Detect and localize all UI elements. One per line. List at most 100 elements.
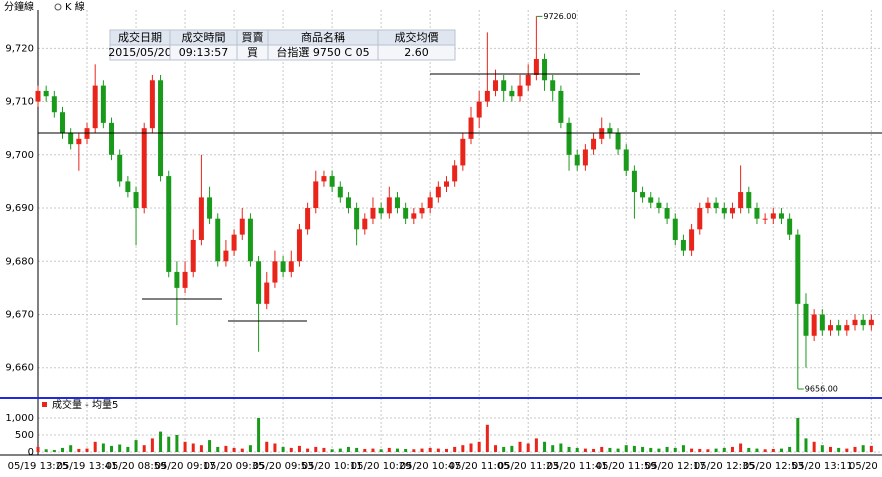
volume-bar	[428, 447, 432, 452]
volume-legend: 成交量 - 均量5	[52, 398, 118, 411]
volume-bar	[804, 438, 808, 452]
volume-bar	[346, 446, 350, 452]
candle-body	[321, 176, 327, 182]
volume-bar	[502, 446, 506, 452]
candle-body	[272, 261, 278, 283]
volume-bar	[232, 447, 236, 452]
candle-body	[149, 80, 155, 129]
candle-body	[607, 128, 613, 134]
volume-bar	[118, 444, 122, 452]
volume-bar	[812, 441, 816, 452]
volume-bar	[314, 446, 318, 452]
table-header: 買賣	[242, 30, 264, 44]
volume-bar	[698, 448, 702, 452]
volume-bar	[85, 448, 89, 452]
volume-bar	[322, 447, 326, 452]
candle-body	[664, 208, 670, 219]
candle-body	[484, 90, 490, 102]
candle-body	[582, 149, 588, 166]
table-value: 台指選 9750 C 05	[276, 45, 369, 59]
table-value: 2015/05/20	[108, 46, 171, 59]
volume-bar	[837, 447, 841, 452]
volume-bar	[265, 441, 269, 452]
volume-bar	[240, 448, 244, 452]
volume-bar	[526, 443, 530, 452]
volume-bar	[77, 448, 81, 452]
y-tick-label: 9,660	[5, 363, 34, 374]
candle-body	[231, 234, 237, 251]
mode-minute[interactable]: 分鐘線	[4, 0, 34, 13]
volume-bar	[779, 448, 783, 452]
volume-bar	[338, 448, 342, 452]
candle-body	[713, 202, 719, 209]
candle-body	[288, 261, 294, 272]
y-tick-label: 9,710	[5, 97, 34, 108]
candle-body	[68, 133, 74, 145]
volume-bar	[281, 446, 285, 452]
volume-bar	[788, 446, 792, 452]
candle-body	[223, 250, 229, 262]
candle-body	[174, 271, 180, 288]
volume-bar	[175, 434, 179, 452]
candle-body	[215, 218, 221, 262]
candle-body	[182, 271, 188, 288]
candle-body	[419, 208, 425, 214]
volume-bar	[845, 448, 849, 452]
radio[interactable]	[54, 3, 62, 11]
volume-bar	[641, 446, 645, 452]
volume-bar	[494, 445, 498, 452]
candle-body	[337, 186, 343, 198]
high-label: 9726.00	[543, 12, 576, 21]
table-value: 2.60	[404, 46, 429, 59]
candle-body	[476, 101, 482, 118]
volume-bar	[755, 448, 759, 452]
y-tick-label: 9,720	[5, 43, 34, 54]
volume-bar	[379, 449, 383, 452]
volume-bar	[61, 447, 65, 452]
volume-bar	[869, 445, 873, 452]
x-tick-label: 05/20 10:47	[400, 461, 461, 472]
candle-body	[656, 202, 662, 209]
volume-bar	[714, 448, 718, 452]
candle-body	[566, 122, 572, 155]
volume-bar	[567, 446, 571, 452]
candle-body	[574, 154, 580, 166]
x-tick-label: 05/20 10:29	[351, 461, 412, 472]
candle-body	[247, 218, 253, 262]
candle-body	[100, 85, 106, 123]
table-value: 09:13:57	[179, 46, 228, 59]
volume-bar	[518, 441, 522, 452]
volume-bar	[306, 448, 310, 452]
volume-bar	[543, 441, 547, 452]
marks: 9726.00 9656.00	[35, 12, 874, 452]
volume-bar	[297, 445, 301, 452]
volume-bar	[126, 446, 130, 452]
mode-k[interactable]: K 線	[65, 0, 85, 13]
volume-bar	[183, 441, 187, 452]
volume-bar	[828, 446, 832, 452]
volume-bar	[216, 446, 220, 452]
candle-body	[501, 80, 507, 91]
candle-body	[631, 170, 637, 193]
candle-body	[411, 213, 417, 219]
volume-bar	[657, 448, 661, 452]
x-tick-label: 05/20 11:23	[498, 461, 559, 472]
candle-body	[868, 319, 874, 326]
table-header: 成交均價	[395, 30, 439, 44]
candle-body	[754, 208, 760, 219]
candle-body	[509, 90, 515, 97]
volume-bar	[289, 447, 293, 452]
volume-bar	[485, 424, 489, 452]
volume-bar	[199, 445, 203, 452]
candle-body	[721, 208, 727, 214]
candle-body	[787, 218, 793, 235]
volume-bar	[665, 446, 669, 452]
x-tick-label: 05/20 09:35	[204, 461, 265, 472]
candle-body	[795, 234, 801, 304]
volume-bar	[69, 445, 73, 452]
candle-body	[264, 282, 270, 304]
candle-body	[125, 181, 131, 193]
candle-body	[762, 218, 768, 220]
candle-body	[166, 176, 172, 272]
